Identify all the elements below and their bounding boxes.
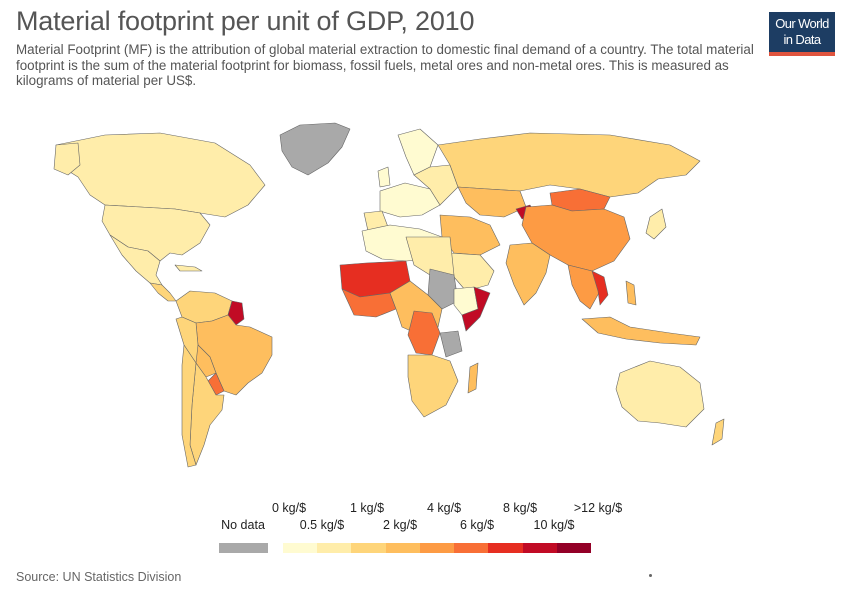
source-note: Source: UN Statistics Division — [16, 570, 182, 584]
region-chile[interactable] — [181, 344, 197, 468]
legend-label-8: 8 kg/$ — [502, 501, 538, 515]
region-east-africa[interactable] — [439, 330, 463, 358]
legend-swatch-0[interactable] — [283, 543, 318, 553]
region-mexico[interactable] — [109, 234, 163, 286]
world-map[interactable] — [10, 105, 730, 485]
legend-swatch-4[interactable] — [419, 543, 455, 553]
region-india[interactable] — [505, 242, 551, 306]
legend-swatch-2[interactable] — [351, 543, 387, 553]
region-uk[interactable] — [377, 166, 391, 188]
region-southern-africa[interactable] — [407, 354, 459, 418]
legend-label-4: 4 kg/$ — [426, 501, 462, 515]
region-southeast-asia[interactable] — [567, 264, 601, 310]
region-kazakhstan[interactable] — [457, 186, 527, 218]
region-philippines[interactable] — [625, 280, 637, 306]
logo-line-1: Our World — [775, 16, 829, 31]
legend-label-1: 1 kg/$ — [349, 501, 385, 515]
region-alaska[interactable] — [53, 142, 81, 176]
region-madagascar[interactable] — [467, 362, 479, 394]
legend-swatch-1[interactable] — [317, 543, 352, 553]
chart-title: Material footprint per unit of GDP, 2010 — [16, 6, 475, 36]
legend-label-0: 0 kg/$ — [271, 501, 307, 515]
region-japan[interactable] — [645, 208, 667, 240]
legend-label-12: >12 kg/$ — [573, 501, 623, 515]
decorative-dot — [649, 574, 652, 577]
region-greenland[interactable] — [279, 122, 351, 176]
region-guyana[interactable] — [227, 300, 245, 326]
legend-swatch-8[interactable] — [556, 543, 592, 553]
legend-label-6: 6 kg/$ — [459, 518, 495, 532]
region-indonesia[interactable] — [581, 316, 701, 346]
logo-line-2: in Data — [783, 32, 822, 47]
legend-swatch-5[interactable] — [454, 543, 489, 553]
region-vietnam[interactable] — [591, 270, 609, 306]
region-russia[interactable] — [437, 132, 701, 198]
region-canada[interactable] — [55, 132, 266, 218]
region-new-zealand[interactable] — [711, 418, 725, 446]
legend-label-2: 2 kg/$ — [382, 518, 418, 532]
owid-logo[interactable]: Our World in Data — [769, 12, 835, 56]
legend-swatch-no-data[interactable] — [219, 543, 268, 553]
legend-label-10: 10 kg/$ — [533, 518, 575, 532]
legend-swatch-7[interactable] — [522, 543, 558, 553]
map-legend: 0 kg/$ 1 kg/$ 4 kg/$ 8 kg/$ >12 kg/$ No … — [0, 495, 850, 565]
legend-swatch-3[interactable] — [385, 543, 421, 553]
logo-accent-bar — [769, 52, 835, 56]
chart-subtitle: Material Footprint (MF) is the attributi… — [16, 42, 754, 88]
region-somalia[interactable] — [461, 286, 491, 332]
legend-no-data-label: No data — [221, 518, 265, 532]
region-arabia[interactable] — [449, 252, 495, 292]
region-bolivia[interactable] — [195, 344, 217, 378]
legend-label-0-5: 0.5 kg/$ — [299, 518, 345, 532]
region-australia[interactable] — [615, 360, 705, 428]
legend-swatch-6[interactable] — [488, 543, 524, 553]
region-western-europe[interactable] — [379, 182, 441, 218]
region-usa[interactable] — [101, 204, 211, 262]
region-cuba[interactable] — [174, 264, 203, 272]
region-central-america[interactable] — [149, 282, 177, 302]
region-sudan[interactable] — [427, 268, 459, 310]
